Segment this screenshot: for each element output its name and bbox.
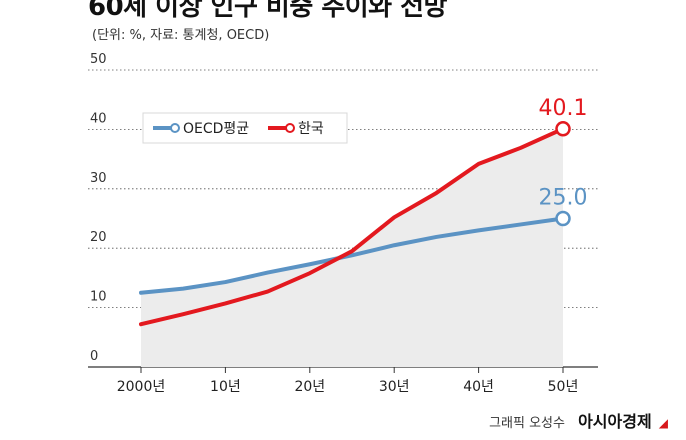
y-axis-ticks: 0 10 20 30 40 50 [90, 52, 107, 364]
credit-brand: 아시아경제 [578, 412, 652, 431]
x-tick-label: 20년 [294, 379, 325, 395]
y-tick-label: 10 [90, 290, 107, 305]
credit-author: 그래픽 오성수 [489, 416, 565, 431]
legend: OECD평균 한국 [142, 112, 348, 144]
legend-marker [285, 123, 295, 133]
series-end-marker [555, 210, 571, 227]
x-tick-label: 40년 [463, 379, 494, 395]
shaded-area [141, 128, 563, 367]
y-tick-label: 50 [90, 52, 107, 67]
data-label: 40.1 [539, 96, 588, 121]
x-tick-label: 50년 [548, 379, 579, 395]
x-axis-ticks: 2000년 10년 20년 30년 40년 50년 [117, 367, 579, 395]
chart-title: 60세 이상 인구 비중 추이와 전망 [88, 0, 447, 22]
x-tick-label: 30년 [379, 379, 410, 395]
legend-label: OECD평균 [183, 121, 249, 137]
y-tick-label: 0 [90, 349, 98, 364]
credit: 그래픽 오성수 아시아경제 ◢ [489, 408, 668, 432]
legend-marker [170, 123, 180, 133]
x-tick-label: 2000년 [117, 379, 166, 395]
x-tick-label: 10년 [210, 379, 241, 395]
data-label: 25.0 [539, 186, 588, 211]
series-end-marker [555, 121, 571, 137]
series-line-1 [139, 126, 565, 327]
y-tick-label: 40 [90, 111, 107, 126]
unit-source-note: (단위: %, 자료: 통계청, OECD) [92, 28, 270, 43]
series-lines: 25.0 40.1 [139, 96, 588, 327]
series-line-0 [139, 216, 565, 295]
y-tick-label: 20 [90, 230, 107, 245]
y-tick-label: 30 [90, 171, 107, 186]
brand-mark-icon: ◢ [658, 416, 668, 430]
legend-label: 한국 [298, 121, 324, 137]
